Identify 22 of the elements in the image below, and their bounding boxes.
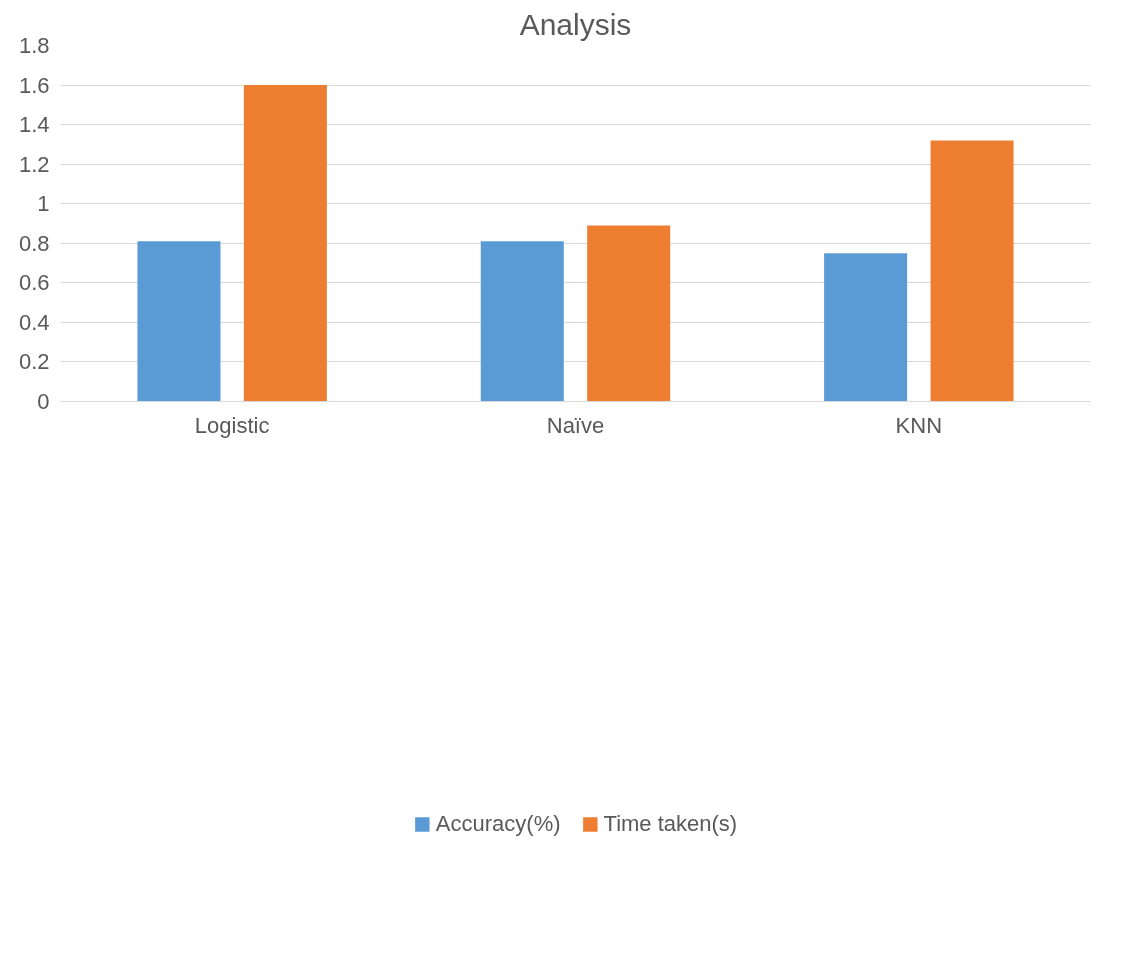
y-tick-label: 1.2 [18,151,50,177]
y-tick-label: 0 [37,389,50,414]
y-tick-label: 0.8 [18,230,50,256]
y-tick-label: 1.6 [18,72,50,98]
bar [137,241,221,402]
bar [824,253,908,402]
y-tick-label: 1.4 [18,112,50,138]
bar [480,241,564,402]
bar [243,85,327,402]
bar [587,225,671,402]
y-tick-label: 0.6 [18,270,50,296]
legend-label: Accuracy(%) [435,810,561,837]
legend-label: Time taken(s) [603,810,738,837]
y-tick-label: 1 [37,191,50,217]
x-tick-label: Naïve [546,412,605,438]
y-tick-label: 1.8 [18,33,50,58]
y-tick-label: 0.2 [18,349,50,375]
bar [930,140,1014,402]
chart-title: Analysis [519,7,632,41]
x-tick-label: KNN [895,412,943,438]
x-tick-label: Logistic [194,412,270,438]
y-tick-label: 0.4 [18,309,50,335]
